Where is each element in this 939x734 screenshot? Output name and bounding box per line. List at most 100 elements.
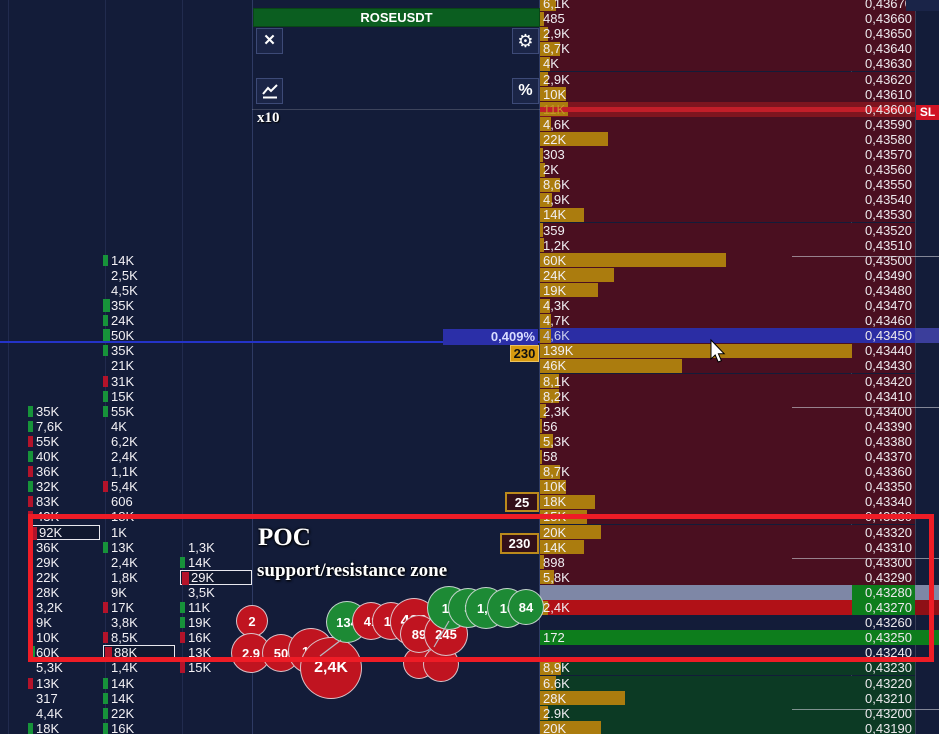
ladder-row[interactable]: 2K 0,43560 — [540, 162, 915, 178]
highlighted-volume-box: 29K — [180, 569, 252, 585]
price-gridline — [792, 406, 939, 408]
level-price: 0,43310 — [865, 539, 912, 555]
ladder-row[interactable]: 0,43280 — [540, 584, 915, 600]
level-price: 0,43420 — [865, 373, 912, 389]
ladder-row[interactable]: 5,8K 0,43290 — [540, 569, 915, 585]
volume-bar — [540, 11, 544, 26]
ladder-row[interactable]: 4K 0,43630 — [540, 56, 915, 72]
volume-bar — [540, 56, 550, 71]
sell-marker — [103, 375, 108, 387]
level-size: 4,7K — [543, 313, 570, 329]
ladder-row[interactable]: 10K 0,43610 — [540, 86, 915, 102]
sell-marker — [28, 435, 33, 447]
ladder-row[interactable]: 6,1K 0,43670 — [540, 0, 915, 12]
ladder-row[interactable]: 4,6K 0,43590 — [540, 116, 915, 132]
level-size: 10K — [543, 86, 567, 102]
trade-bubble: 84 — [508, 589, 544, 625]
ladder-row[interactable]: 14K 0,43530 — [540, 207, 915, 223]
ladder-row[interactable]: 56 0,43390 — [540, 418, 915, 434]
ladder-row[interactable]: 172 0,43250 — [540, 630, 915, 646]
level-size: 60K — [543, 252, 567, 268]
close-button[interactable]: ✕ — [256, 28, 283, 54]
ladder-row[interactable]: 58 0,43370 — [540, 449, 915, 465]
buy-marker — [103, 390, 108, 402]
ladder-row[interactable]: 4,9K 0,43540 — [540, 192, 915, 208]
level-price: 0,43580 — [865, 131, 912, 147]
volume-bar — [540, 298, 550, 313]
ladder-row[interactable]: 11K 0,43600 — [540, 101, 915, 117]
ladder-row[interactable]: 14K 0,43310 — [540, 539, 915, 555]
level-price: 0,43600 — [865, 101, 912, 117]
buy-marker — [103, 722, 108, 734]
level-price: 0,43360 — [865, 464, 912, 480]
level-price: 0,43220 — [865, 675, 912, 691]
sell-marker — [105, 647, 112, 661]
ladder-row[interactable]: 303 0,43570 — [540, 147, 915, 163]
ladder-row[interactable]: 24K 0,43490 — [540, 267, 915, 283]
ladder-row[interactable]: 19K 0,43480 — [540, 282, 915, 298]
gridline — [182, 0, 183, 734]
ladder-row[interactable]: 8,9K 0,43230 — [540, 660, 915, 676]
ladder-row[interactable]: 4,6K 0,43450 — [540, 328, 915, 344]
ladder-row[interactable]: 15K 0,43330 — [540, 509, 915, 525]
level-size: 22K — [543, 131, 567, 147]
level-price: 0,43570 — [865, 147, 912, 162]
level-price: 0,43510 — [865, 237, 912, 253]
trade-bubble: 2 — [236, 605, 268, 637]
ladder-row[interactable]: 2,4K 0,43270 — [540, 600, 915, 616]
ladder-row[interactable]: 2,9K 0,43650 — [540, 26, 915, 42]
level-size: 14K — [543, 539, 567, 555]
buy-marker — [103, 541, 108, 553]
stop-loss-badge[interactable]: SL — [916, 105, 939, 120]
ladder-row[interactable]: 6.6K 0,43220 — [540, 675, 915, 691]
level-size: 8,9K — [543, 660, 570, 676]
gutter-highlight — [915, 328, 939, 344]
volume-bar — [540, 0, 556, 11]
scrollbar-corner[interactable] — [906, 0, 939, 11]
level-size: 2,4K — [543, 600, 570, 615]
buy-marker — [103, 707, 108, 719]
level-size: 19K — [543, 282, 567, 298]
ladder-row[interactable]: 10K 0,43350 — [540, 479, 915, 495]
ladder-row[interactable]: 4,7K 0,43460 — [540, 313, 915, 329]
ladder-row[interactable]: 46K 0,43430 — [540, 358, 915, 374]
ladder-row[interactable]: 20K 0,43320 — [540, 524, 915, 540]
price-gridline — [792, 557, 939, 559]
level-price: 0,43660 — [865, 11, 912, 27]
level-price: 0,43620 — [865, 71, 912, 87]
volume-bar — [540, 479, 566, 494]
ladder-row[interactable]: 0,43240 — [540, 645, 915, 661]
ladder-row[interactable]: 8,7K 0,43640 — [540, 41, 915, 57]
ladder-row[interactable]: 28K 0,43210 — [540, 690, 915, 706]
chart-mode-button[interactable] — [256, 78, 283, 104]
ladder-row[interactable]: 8,6K 0,43550 — [540, 177, 915, 193]
volume-bar — [540, 389, 559, 404]
ladder-row[interactable]: 22K 0,43580 — [540, 131, 915, 147]
ladder-row[interactable]: 5,3K 0,43380 — [540, 433, 915, 449]
level-price: 0,43280 — [865, 584, 912, 600]
ladder-row[interactable]: 485 0,43660 — [540, 11, 915, 27]
ladder-row[interactable]: 8,2K 0,43410 — [540, 388, 915, 404]
sell-marker — [103, 481, 108, 493]
level-size: 24K — [543, 267, 567, 283]
gutter-highlight — [915, 584, 939, 600]
level-price: 0,43410 — [865, 388, 912, 404]
sell-marker — [182, 571, 189, 585]
ladder-row[interactable]: 18K 0,43340 — [540, 494, 915, 510]
level-size: 28K — [543, 690, 567, 706]
ladder-row[interactable]: 4,3K 0,43470 — [540, 298, 915, 314]
settings-button[interactable]: ⚙ — [512, 28, 539, 54]
ladder-row[interactable]: 8,1K 0,43420 — [540, 373, 915, 389]
level-size: 2,9K — [543, 71, 570, 87]
ladder-row[interactable]: 2,9K 0,43620 — [540, 71, 915, 87]
buy-marker — [28, 646, 35, 660]
percent-mode-button[interactable]: % — [512, 78, 539, 104]
ladder-row[interactable]: 8,7K 0,43360 — [540, 464, 915, 480]
ladder-row[interactable]: 0,43260 — [540, 615, 915, 631]
ladder-row[interactable]: 359 0,43520 — [540, 222, 915, 238]
ladder-row[interactable]: 139K 0,43440 — [540, 343, 915, 359]
buy-marker — [180, 556, 185, 568]
ladder-row[interactable]: 1,2K 0,43510 — [540, 237, 915, 253]
volume-bar — [540, 283, 598, 298]
ladder-row[interactable]: 20K 0,43190 — [540, 720, 915, 734]
